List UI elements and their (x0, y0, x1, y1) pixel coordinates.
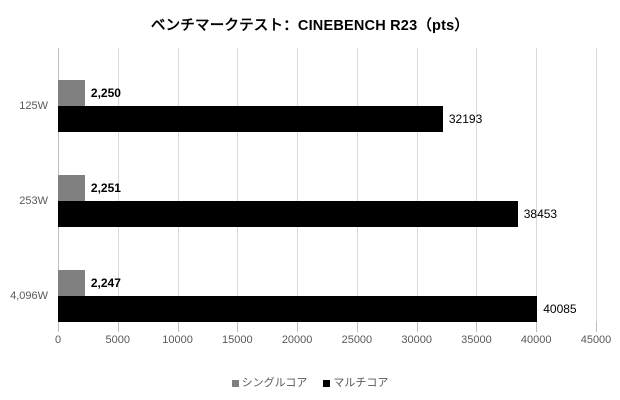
legend-item[interactable]: シングルコア (231, 377, 308, 389)
tick-mark (237, 322, 239, 332)
chart-legend: シングルコア マルチコア (0, 378, 620, 389)
x-axis-tick-label: 5000 (105, 334, 131, 346)
tick-mark (476, 322, 478, 332)
x-axis-tick-label: 20000 (281, 334, 313, 346)
bar-single-core (58, 80, 85, 106)
legend-swatch-icon (231, 380, 239, 387)
tick-mark (177, 322, 179, 332)
x-axis-tick-label: 10000 (162, 334, 193, 346)
gridline (416, 48, 418, 322)
legend-swatch-icon (323, 380, 331, 387)
tick-mark (356, 322, 358, 332)
x-axis-tick-label: 35000 (461, 334, 492, 346)
gridline (117, 48, 119, 322)
tick-mark (58, 322, 59, 332)
x-axis-tick-label: 45000 (580, 334, 612, 346)
bar-label-single-core: 2,247 (90, 276, 121, 290)
bar-label-multi-core: 38453 (523, 207, 558, 221)
bar-single-core (58, 175, 85, 201)
bar-label-single-core: 2,250 (90, 86, 121, 100)
x-axis-tick-label: 30000 (401, 334, 432, 346)
bar-multi-core (58, 106, 443, 132)
gridline (356, 48, 358, 322)
legend-label: マルチコア (333, 377, 389, 389)
gridline (237, 48, 239, 322)
legend-item[interactable]: マルチコア (323, 378, 388, 389)
bar-multi-core (58, 201, 518, 227)
chart-title: ベンチマークテスト：CINEBENCH R23（pts） (150, 18, 470, 34)
legend-label: シングルコア (241, 377, 308, 389)
tick-mark (596, 322, 597, 332)
gridline (476, 48, 478, 322)
y-axis-category-label: 125W (19, 100, 48, 112)
gridline (177, 48, 179, 322)
gridline (596, 48, 597, 322)
tick-mark (117, 322, 119, 332)
y-axis-category-label: 253W (19, 195, 48, 207)
y-axis-category-label: 4,096W (10, 290, 48, 302)
x-axis-tick-label: 15000 (222, 334, 253, 346)
bar-single-core (58, 270, 85, 296)
plot-area (58, 48, 597, 322)
bar-label-single-core: 2,251 (90, 181, 121, 195)
bar-label-multi-core: 40085 (543, 302, 577, 316)
gridline (297, 48, 299, 322)
tick-mark (297, 322, 299, 332)
tick-mark (536, 322, 538, 332)
x-axis-tick-label: 40000 (520, 334, 552, 346)
bar-multi-core (58, 296, 538, 322)
gridline (536, 48, 538, 322)
bar-label-multi-core: 32193 (448, 112, 483, 126)
tick-mark (416, 322, 418, 332)
x-axis-tick-label: 0 (54, 334, 62, 346)
x-axis-tick-label: 25000 (341, 334, 373, 346)
